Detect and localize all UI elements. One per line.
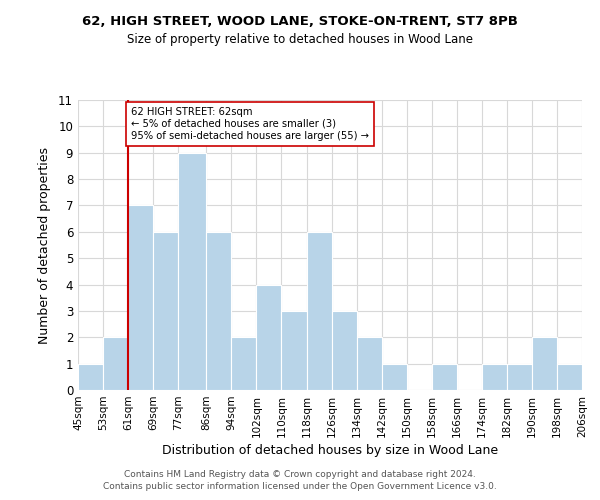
Bar [432, 364, 457, 390]
Bar [332, 311, 356, 390]
Text: Contains public sector information licensed under the Open Government Licence v3: Contains public sector information licen… [103, 482, 497, 491]
Bar [103, 338, 128, 390]
Bar [482, 364, 507, 390]
Bar [78, 364, 103, 390]
X-axis label: Distribution of detached houses by size in Wood Lane: Distribution of detached houses by size … [162, 444, 498, 457]
Bar [307, 232, 332, 390]
Bar [382, 364, 407, 390]
Text: Contains HM Land Registry data © Crown copyright and database right 2024.: Contains HM Land Registry data © Crown c… [124, 470, 476, 479]
Bar [256, 284, 281, 390]
Text: 62 HIGH STREET: 62sqm
← 5% of detached houses are smaller (3)
95% of semi-detach: 62 HIGH STREET: 62sqm ← 5% of detached h… [131, 108, 369, 140]
Bar [206, 232, 232, 390]
Bar [557, 364, 582, 390]
Bar [356, 338, 382, 390]
Bar [507, 364, 532, 390]
Bar [532, 338, 557, 390]
Bar [281, 311, 307, 390]
Bar [232, 338, 256, 390]
Text: Size of property relative to detached houses in Wood Lane: Size of property relative to detached ho… [127, 32, 473, 46]
Bar [128, 206, 153, 390]
Text: 62, HIGH STREET, WOOD LANE, STOKE-ON-TRENT, ST7 8PB: 62, HIGH STREET, WOOD LANE, STOKE-ON-TRE… [82, 15, 518, 28]
Bar [178, 152, 206, 390]
Y-axis label: Number of detached properties: Number of detached properties [38, 146, 51, 344]
Bar [153, 232, 178, 390]
